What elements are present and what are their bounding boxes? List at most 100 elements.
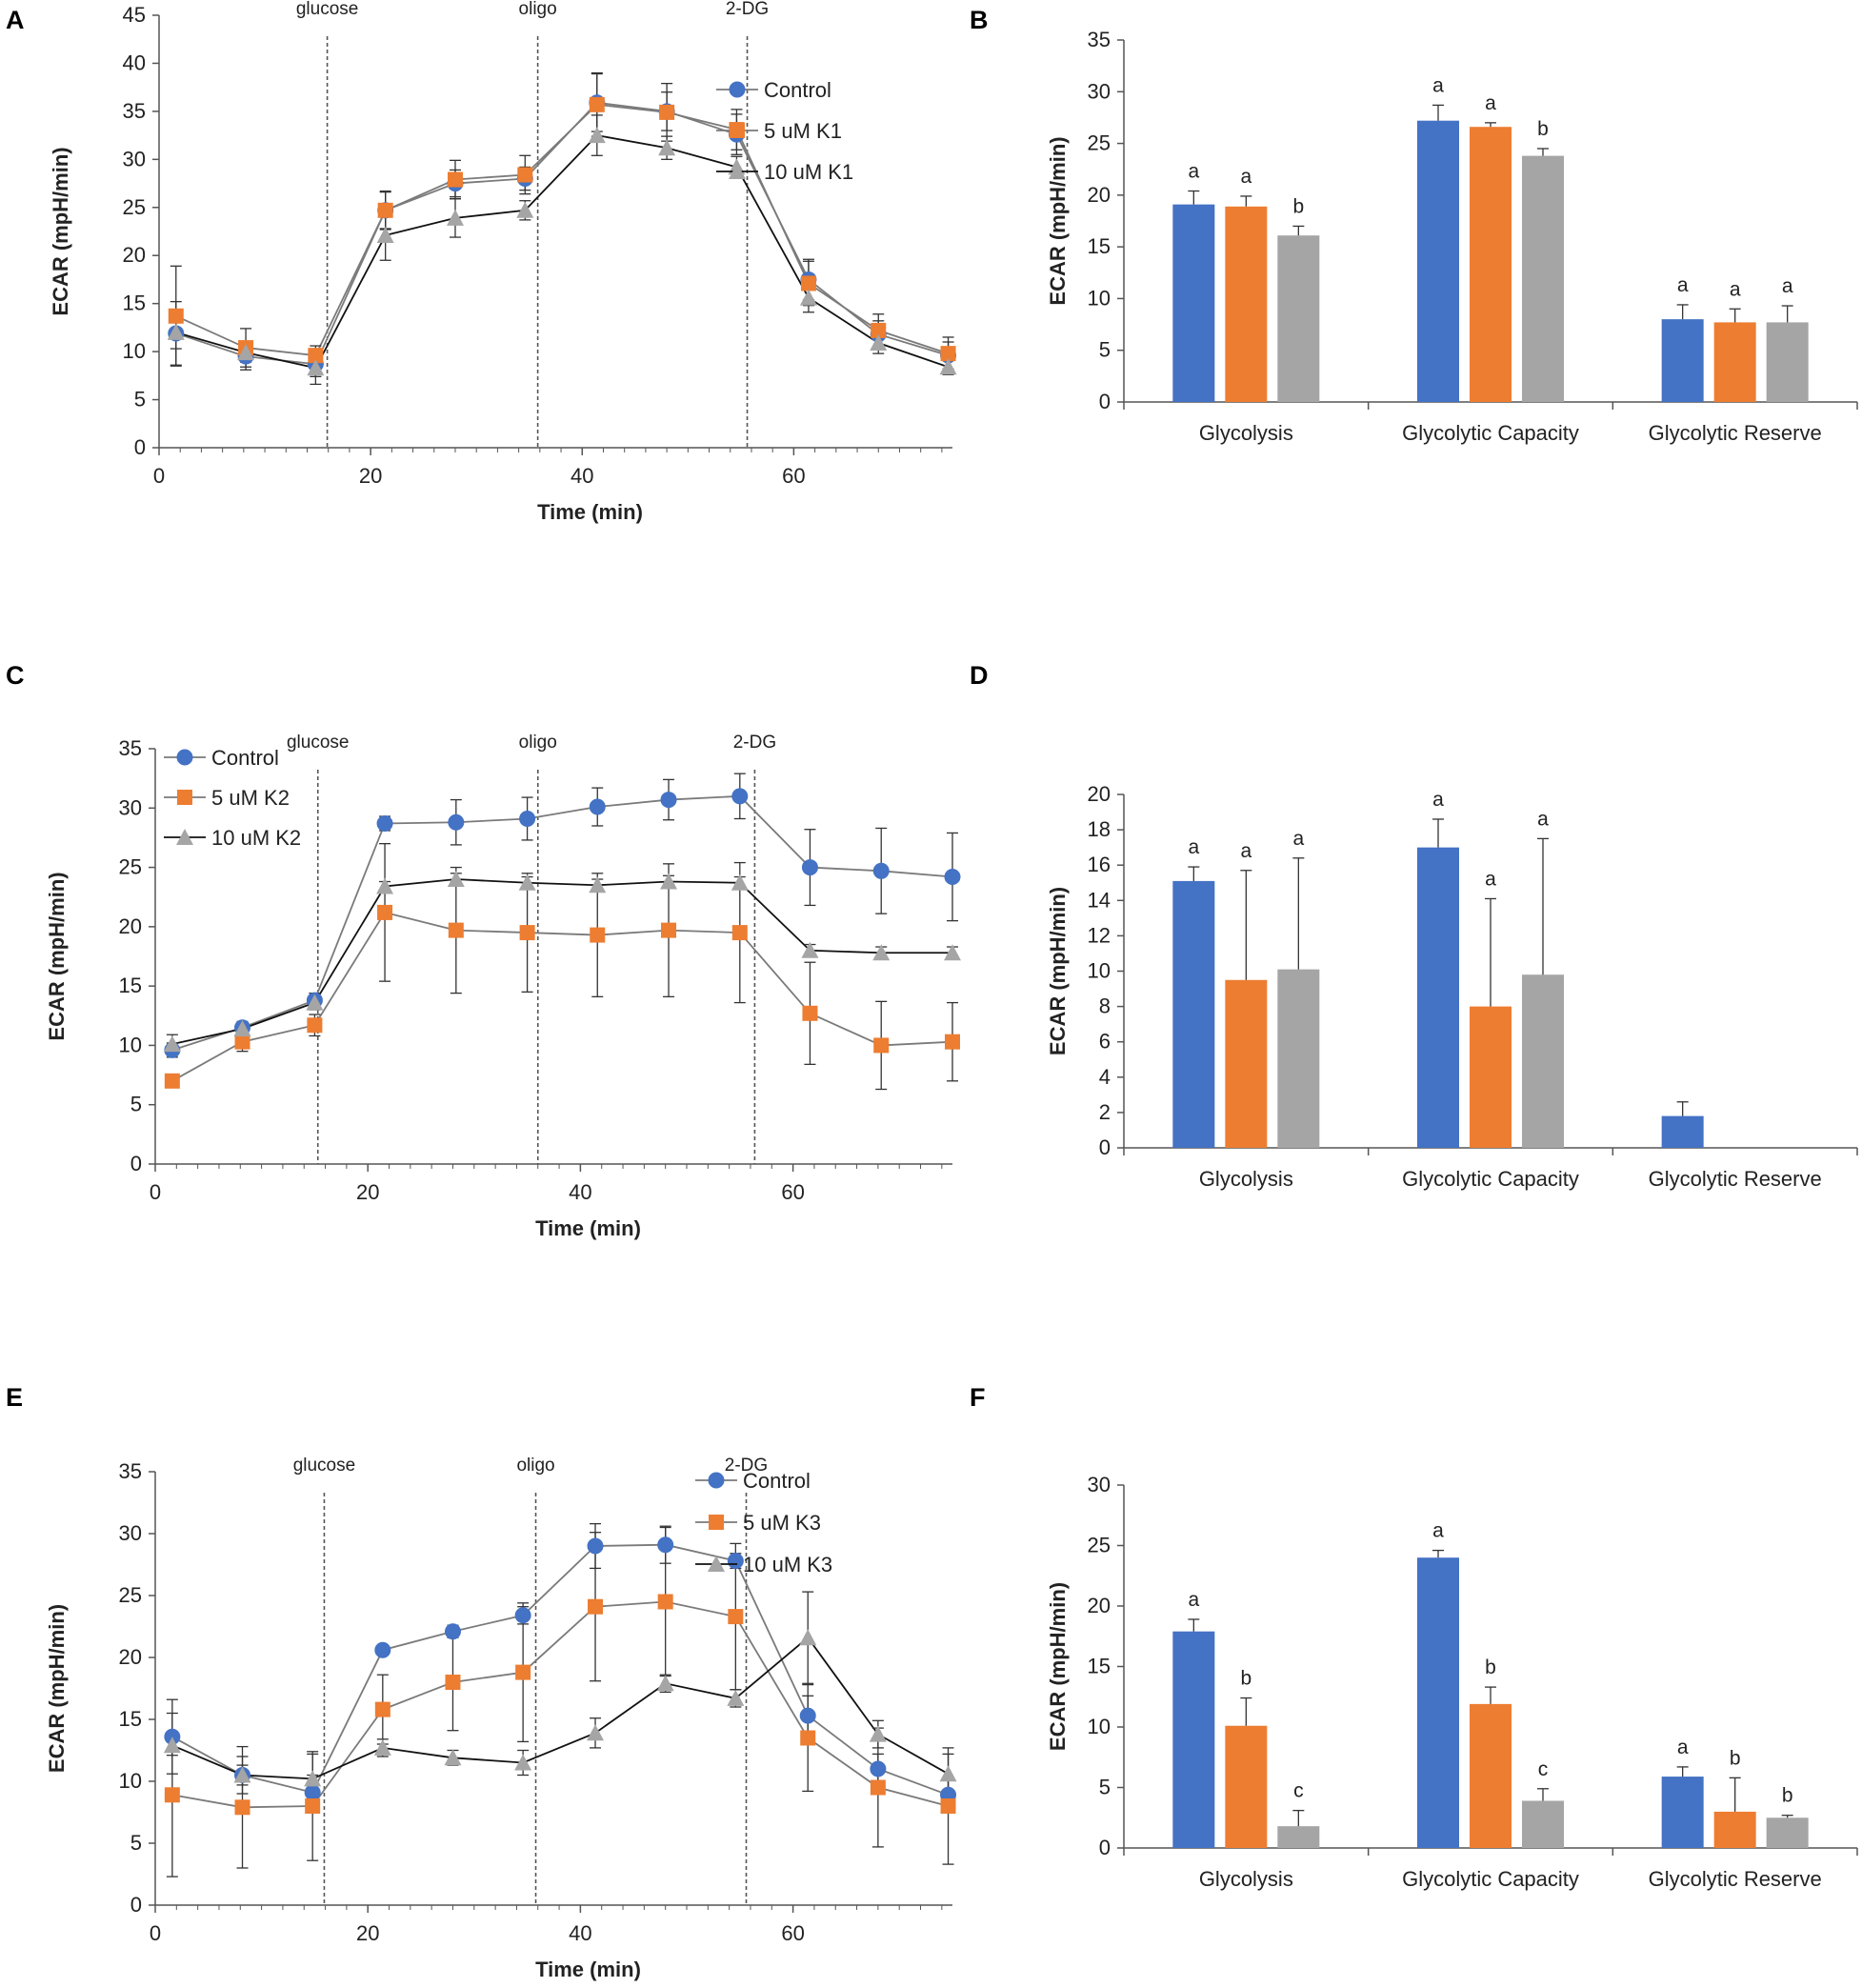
data-point: [514, 1607, 531, 1624]
data-point: [590, 927, 606, 943]
legend-marker: [729, 163, 746, 179]
x-tick-label: 60: [782, 464, 805, 488]
significance-letter: a: [1188, 1589, 1199, 1611]
chart-C-line: 0 5 10 15 20 25 30 35 0 20 40 60 Time (min) ECAR (mpH…: [45, 733, 961, 1240]
chart-D-bar: 0 2 4 6 8 10 12 14 16 18 20 ECAR (mpH/min) Glycolysi…: [1046, 782, 1858, 1191]
legend: Control 5 uM K1 10 uM K1: [716, 78, 853, 184]
data-point: [661, 922, 677, 938]
legend-label: Control: [743, 1469, 811, 1493]
data-point: [376, 877, 394, 894]
legend-marker: [176, 829, 193, 845]
significance-letter: a: [1292, 828, 1304, 850]
data-point: [944, 944, 961, 961]
y-tick-label: 10: [119, 1033, 142, 1056]
category-label: Glycolysis: [1199, 1167, 1293, 1191]
panel-label-D: D: [970, 661, 989, 690]
data-point: [588, 1598, 604, 1615]
bar: [1277, 1826, 1320, 1848]
data-point: [163, 1035, 181, 1053]
y-tick-label: 30: [1088, 79, 1111, 103]
injection-label: glucose: [296, 0, 359, 19]
panel-label-B: B: [970, 6, 989, 34]
panel-label-F: F: [970, 1383, 986, 1412]
significance-letter: b: [1240, 1668, 1251, 1690]
x-tick-label: 20: [359, 464, 382, 488]
y-tick-label: 25: [1088, 1534, 1111, 1557]
bar: [1661, 1115, 1704, 1148]
bar: [1470, 1703, 1512, 1848]
legend-marker: [708, 1472, 725, 1489]
y-tick-label: 5: [130, 1831, 142, 1855]
panel-label-C: C: [6, 661, 25, 690]
series-line: [171, 1543, 949, 1797]
data-point: [517, 167, 533, 183]
bar: [1417, 1557, 1459, 1848]
y-tick-label: 45: [123, 3, 146, 27]
data-point: [587, 1724, 605, 1741]
injection-label: 2-DG: [725, 1456, 768, 1476]
y-tick-label: 18: [1088, 817, 1111, 841]
data-point: [447, 171, 463, 188]
series-line: [175, 103, 949, 357]
significance-letter: c: [1293, 1780, 1304, 1802]
data-point: [589, 96, 605, 112]
bar: [1661, 319, 1704, 402]
chart-B-bar: 0 5 10 15 20 25 30 35 ECAR (mpH/min) Glycolysis a a…: [1046, 28, 1858, 445]
data-point: [233, 1019, 251, 1036]
data-point: [731, 925, 748, 941]
data-point: [731, 874, 749, 891]
significance-letter: a: [1677, 1737, 1689, 1758]
y-tick-label: 30: [123, 147, 146, 171]
x-tick-label: 20: [356, 1921, 379, 1945]
x-tick-label: 40: [569, 1921, 591, 1945]
data-point: [940, 346, 956, 362]
x-tick-label: 40: [569, 1180, 591, 1204]
significance-letter: a: [1432, 1520, 1444, 1542]
y-tick-label: 8: [1099, 994, 1111, 1018]
chart-F-bar: 0 5 10 15 20 25 30 ECAR (mpH/min) Glycolysis a b c G…: [1046, 1473, 1858, 1891]
data-point: [519, 925, 535, 941]
data-point: [658, 139, 676, 156]
data-point: [164, 1787, 180, 1803]
data-point: [656, 1675, 674, 1692]
significance-letter: a: [1730, 278, 1741, 300]
bar: [1172, 204, 1215, 402]
data-point: [802, 1005, 818, 1021]
data-point: [939, 358, 957, 375]
significance-letter: a: [1537, 808, 1549, 830]
data-point: [870, 1760, 887, 1777]
y-tick-label: 20: [1088, 782, 1111, 806]
data-point: [233, 1766, 251, 1783]
injection-label: oligo: [519, 733, 557, 753]
data-point: [515, 1664, 531, 1680]
bar: [1470, 127, 1512, 402]
series-line: [171, 1636, 949, 1780]
injection-label: oligo: [519, 0, 557, 19]
y-tick-label: 15: [1088, 1655, 1111, 1678]
significance-letter: a: [1432, 74, 1444, 96]
bar: [1766, 322, 1809, 402]
data-point: [237, 344, 255, 361]
data-point: [304, 1770, 322, 1787]
x-tick-label: 40: [571, 464, 593, 488]
data-point: [939, 1765, 957, 1782]
injection-label: 2-DG: [726, 0, 769, 19]
bar: [1277, 235, 1320, 402]
category-label: Glycolytic Capacity: [1402, 421, 1579, 445]
y-tick-label: 35: [119, 736, 142, 760]
y-tick-label: 25: [119, 855, 142, 879]
data-point: [940, 1798, 956, 1814]
y-tick-label: 15: [123, 291, 146, 315]
data-point: [589, 798, 606, 815]
category-label: Glycolytic Reserve: [1649, 1867, 1822, 1891]
legend-label: Control: [211, 746, 279, 770]
data-point: [306, 994, 324, 1011]
category-label: Glycolysis: [1199, 421, 1293, 445]
data-point: [869, 1725, 887, 1742]
y-tick-label: 40: [123, 50, 146, 74]
series-line: [171, 911, 953, 1082]
data-point: [445, 1675, 461, 1690]
data-point: [872, 944, 891, 961]
category-label: Glycolytic Capacity: [1402, 1167, 1579, 1191]
bar: [1417, 120, 1459, 402]
